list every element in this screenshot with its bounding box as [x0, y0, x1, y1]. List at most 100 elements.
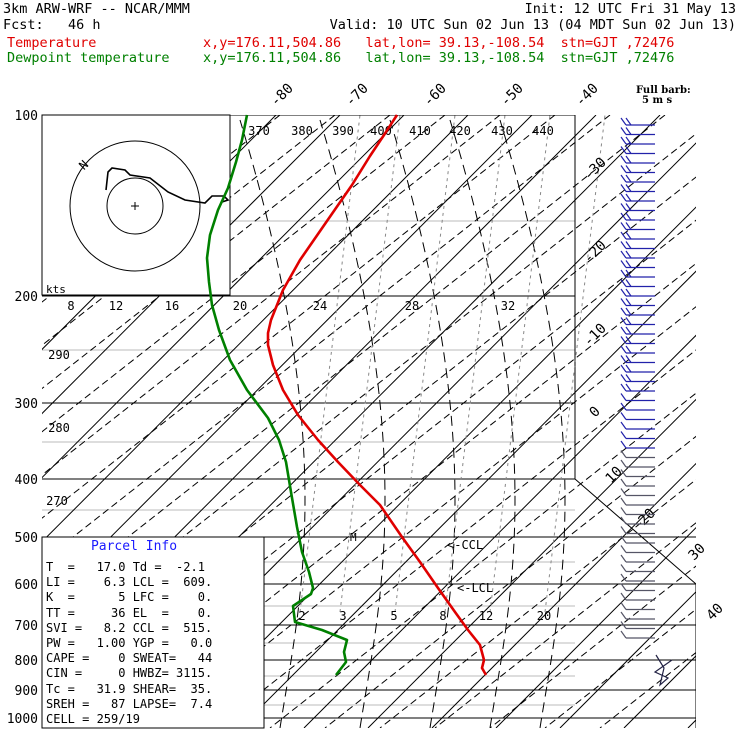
wind-barb-flag — [620, 450, 627, 458]
wind-barb-flag — [620, 393, 627, 401]
isotherm-label: 30 — [686, 541, 709, 564]
wind-barb-flag — [620, 269, 627, 278]
wind-barb-flag — [620, 573, 627, 582]
wind-barb-flag — [620, 184, 627, 192]
isotherm-line — [495, 526, 696, 728]
pressure-tick-label: 700 — [15, 619, 38, 634]
wind-barb-flag — [620, 383, 627, 392]
barb-legend: Full barb: 5 m s — [636, 86, 691, 106]
wind-barb-flag — [625, 136, 632, 145]
potential-temperature-label: 410 — [409, 124, 431, 138]
isotherm-label: 40 — [704, 601, 727, 624]
wind-barb-flag — [620, 421, 627, 430]
mixing-ratio-label: 8 — [439, 609, 446, 623]
wind-barb-flag — [625, 193, 632, 202]
wind-barb-flag — [620, 440, 627, 449]
plot-border — [574, 478, 696, 585]
wind-barb-flag — [625, 127, 632, 135]
parcel-info-panel — [41, 536, 265, 729]
parcel-info-row: TT = 36 EL = 0. — [46, 605, 213, 620]
wind-barb-flag — [620, 516, 627, 525]
potential-temperature-label: 400 — [370, 124, 392, 138]
potential-temperature-label: 390 — [332, 124, 354, 138]
wind-barb-flag — [620, 250, 627, 259]
wind-barb-flag — [625, 326, 632, 335]
mixing-ratio-label: 5 — [390, 609, 397, 623]
dry-adiabat-line — [42, 115, 501, 476]
wind-barb-flag — [620, 288, 627, 297]
pressure-tick-label: 500 — [15, 531, 38, 546]
hodograph-speed-label: 16 — [165, 299, 179, 313]
temperature-profile-line — [266, 114, 488, 676]
wind-barb-flag — [620, 222, 627, 230]
isotherm-line — [559, 591, 696, 728]
isotherm-line — [431, 462, 696, 728]
hodograph-speed-label: 12 — [109, 299, 123, 313]
dry-adiabat-line — [159, 306, 696, 728]
wind-barb-flag — [620, 345, 627, 354]
potential-temperature-label: 420 — [449, 124, 471, 138]
wind-barb-flag — [620, 260, 627, 268]
pressure-tick-label: 400 — [15, 473, 38, 488]
isotherm-line — [303, 334, 696, 728]
wind-barb-flag — [620, 488, 627, 496]
wind-barb-flag — [625, 146, 632, 154]
dry-adiabat-line — [269, 392, 696, 728]
potential-temperature-label: 440 — [532, 124, 554, 138]
pressure-tick-label: 1000 — [7, 712, 38, 727]
wind-barb-flag — [620, 497, 627, 506]
isotherm-line — [42, 115, 341, 415]
isotherm-label: -20 — [581, 238, 610, 267]
wind-barb-flag — [620, 412, 627, 420]
wind-barb-flag — [625, 279, 632, 287]
hodograph-speed-label: 20 — [233, 299, 247, 313]
dry-adiabat-line — [42, 115, 666, 606]
wind-barb-flag — [625, 269, 632, 278]
wind-barb-flag — [620, 165, 627, 173]
parcel-info-title: Parcel Info — [90, 539, 178, 554]
parcel-info-row: CELL = 259/19 — [46, 712, 140, 727]
wind-barb-flag — [620, 611, 627, 620]
wind-barb-flag — [625, 155, 632, 164]
dry-adiabat-line — [544, 608, 696, 728]
moist-adiabat-line — [239, 119, 306, 728]
dry-adiabat-line — [489, 565, 696, 728]
wind-barb-flag — [625, 174, 632, 183]
wind-barb-flag — [620, 117, 627, 126]
wind-barb-flag — [620, 535, 627, 544]
potential-temperature-label: 380 — [291, 124, 313, 138]
surface-wind-barbs — [653, 654, 673, 687]
mixing-ratio-label: 12 — [479, 609, 493, 623]
wind-barb-flag — [625, 222, 632, 230]
wind-barb-flag — [620, 526, 627, 534]
hodograph-units-label: kts — [46, 283, 66, 296]
wind-barb-flag — [625, 212, 632, 221]
wind-barb-flag — [620, 374, 627, 382]
wind-barb-flag — [620, 355, 627, 363]
parcel-info-text: Parcel Info T = 17.0 Td = -2.1 LI = 6.3 L… — [46, 539, 262, 727]
pressure-tick-label: 600 — [15, 578, 38, 593]
dry-adiabat-line — [42, 115, 391, 390]
isotherm-line — [623, 655, 696, 728]
isotherm-label: -40 — [573, 81, 602, 110]
isotherm-label: 0 — [587, 404, 604, 421]
pressure-tick-label: 300 — [15, 397, 38, 412]
hodograph-speed-label: 28 — [405, 299, 419, 313]
wind-barb-flag — [620, 317, 627, 325]
hodograph-speed-label: 8 — [67, 299, 74, 313]
wind-barb-flag — [625, 374, 632, 382]
mixing-ratio-label: 2 — [298, 609, 305, 623]
pressure-tick-label: 900 — [15, 684, 38, 699]
barb-legend-units: 5 m s — [642, 95, 673, 106]
wind-barb-flag — [625, 203, 632, 211]
lcl-annotation: <-LCL — [457, 581, 493, 595]
moist-adiabat-line — [319, 119, 386, 728]
wind-barb-flag — [620, 507, 627, 515]
wind-barb-flag — [620, 431, 627, 439]
potential-temperature-label: 370 — [248, 124, 270, 138]
wind-barb-flag — [625, 117, 632, 126]
moist-adiabat-line — [449, 119, 516, 728]
wind-barb-flag — [620, 630, 627, 639]
dry-adiabat-line — [42, 115, 556, 519]
isotherm-label: -10 — [581, 321, 610, 350]
